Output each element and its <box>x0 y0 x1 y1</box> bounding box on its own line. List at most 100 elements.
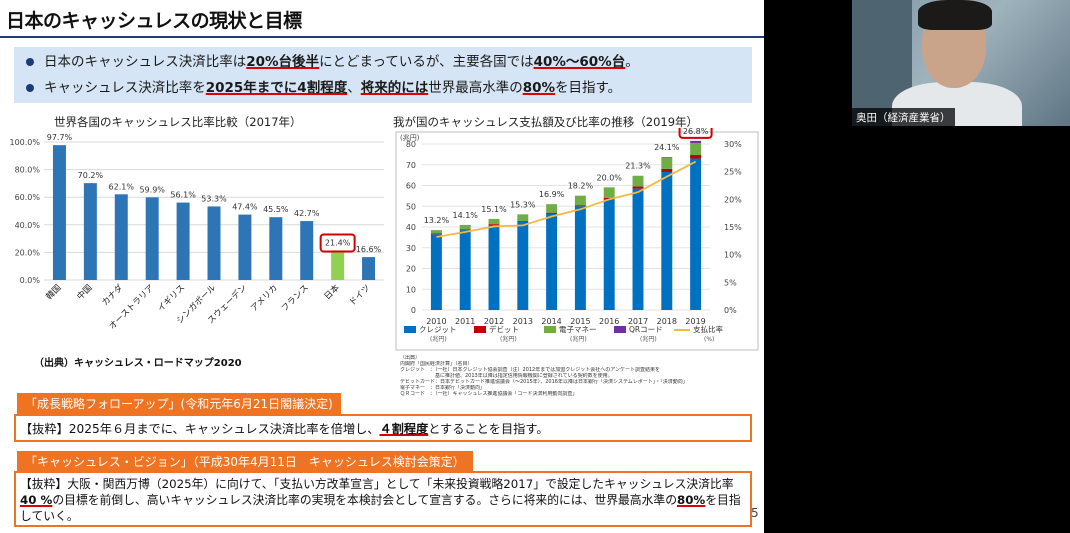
bar-segment <box>517 220 529 222</box>
x-tick-label: ドイツ <box>348 283 373 308</box>
x-tick-label: 2016 <box>599 317 619 326</box>
bar <box>269 217 283 280</box>
y-tick-label: 0 <box>411 306 416 315</box>
bullet-dot <box>26 58 34 66</box>
bar-segment <box>690 142 702 155</box>
bar-segment <box>488 218 500 225</box>
page-number: 5 <box>751 506 759 520</box>
bar-segment <box>546 213 558 310</box>
quote-text: 【抜粋】大阪・関西万博（2025年）に向けて、「支払い方改革宣言」として「未来投… <box>20 477 734 491</box>
bar-segment <box>661 172 673 310</box>
bullet-text: 世界最高水準の <box>428 80 523 96</box>
bullet-text: 、 <box>347 80 361 96</box>
bullet-highlight: 20%台後半 <box>246 54 320 70</box>
y-tick-label: 80.0% <box>15 166 41 175</box>
y-tick-label: 40 <box>406 223 416 232</box>
data-label: 47.4% <box>232 203 258 212</box>
bar-segment <box>488 224 500 310</box>
ratio-line <box>436 160 697 238</box>
ratio-label: 13.2% <box>424 216 450 225</box>
source-note-line: 基に推計値、2013年以降は指定信用情報機関に登録されている契約数を使用。 <box>400 373 613 379</box>
quote-highlight: ４割程度 <box>379 422 429 436</box>
source-right: （出典） 内閣府「国民経済計算」（名目） クレジット ：（一社）日本クレジット協会調… <box>400 355 760 397</box>
bar-segment <box>459 224 471 230</box>
x-tick-label: 2014 <box>541 317 561 326</box>
bar-segment <box>430 234 442 310</box>
chart1-title: 世界各国のキャッシュレス比率比較（2017年） <box>54 115 302 129</box>
source-left: （出典）キャッシュレス・ロードマップ2020 <box>34 358 242 369</box>
source-note-line: 電子マネー ：日本銀行「決済動向」 <box>400 385 486 391</box>
y-tick-label: 60.0% <box>15 193 41 202</box>
y2-tick-label: 10% <box>724 251 742 260</box>
x-tick-label: 2018 <box>657 317 677 326</box>
data-label: 62.1% <box>109 182 135 191</box>
y-tick-label: 10 <box>406 285 416 294</box>
quote-cashless-vision: 【抜粋】大阪・関西万博（2025年）に向けて、「支払い方改革宣言」として「未来投… <box>14 471 752 527</box>
data-label: 42.7% <box>294 209 320 218</box>
quote-text: とすることを目指す。 <box>428 422 549 436</box>
bullet-1: 日本のキャッシュレス決済比率は20%台後半にとどまっているが、主要各国では40%… <box>22 50 752 76</box>
ratio-label: 24.1% <box>654 143 680 152</box>
data-label: 97.7% <box>47 133 73 142</box>
x-tick-label: 2011 <box>455 317 475 326</box>
bar-segment <box>632 188 644 310</box>
quote-text: 【抜粋】2025年６月までに、キャッシュレス決済比率を倍増し、 <box>20 422 380 436</box>
bullet-highlight: 2025年までに4割程度 <box>205 80 348 96</box>
bar-segment <box>632 186 644 189</box>
legend-swatch <box>614 326 626 333</box>
ratio-label: 16.9% <box>539 190 565 199</box>
quote-text: の目標を前倒し、高いキャッシュレス決済比率の実現を本検討会として宣言する。さらに… <box>52 493 677 507</box>
y-tick-label: 20.0% <box>15 248 41 257</box>
y2-tick-label: 20% <box>724 195 742 204</box>
bar-segment <box>517 214 529 221</box>
webcam-video[interactable]: 奥田（経済産業省） <box>852 0 1070 126</box>
bar-segment <box>546 204 558 213</box>
y2-tick-label: 15% <box>724 223 742 232</box>
ratio-label: 21.3% <box>625 162 651 171</box>
bar-segment <box>603 187 615 198</box>
bar <box>114 194 128 280</box>
y2-tick-label: 5% <box>724 278 737 287</box>
bar-segment <box>574 206 586 310</box>
x-tick-label: アメリカ <box>249 283 280 314</box>
y2-tick-label: 0% <box>724 306 737 315</box>
source-note-line: （出典） <box>400 355 421 361</box>
ratio-label: 20.0% <box>596 173 622 182</box>
title-rule <box>0 36 764 38</box>
ratio-label: 14.1% <box>452 211 478 220</box>
data-label: 21.4% <box>325 238 351 247</box>
ratio-label: 18.2% <box>568 182 594 191</box>
y-tick-label: 20 <box>406 265 416 274</box>
source-note-line: デビットカード：日本デビットカード推進協議会（〜2015年）、2016年以降は日… <box>400 379 688 385</box>
bar <box>83 183 97 280</box>
source-note-line: ＱＲコード ：（一社）キャッシュレス推進協議会「コード決済利用動向調査」 <box>400 391 578 397</box>
bar <box>207 206 221 280</box>
tag-growth-strategy: 「成長戦略フォローアップ」(令和元年6月21日閣議決定) <box>17 393 341 414</box>
legend-label: QRコード <box>629 325 663 334</box>
y-tick-label: 50 <box>406 202 416 211</box>
x-tick-label: 2010 <box>426 317 446 326</box>
legend-unit: (%) <box>704 336 714 343</box>
bar-segment <box>574 205 586 207</box>
bar-segment <box>661 168 673 173</box>
data-label: 16.6% <box>356 245 382 254</box>
bullet-text: キャッシュレス決済比率を <box>44 80 206 96</box>
chart-japan-trend: 0 10 20 30 40 50 60 70 80 0% 5% 10% 15% 20% 25% 30% (兆円)… <box>395 128 759 351</box>
legend-label: デビット <box>489 324 519 334</box>
x-tick-label: 2012 <box>484 317 504 326</box>
ratio-label: 26.8% <box>683 128 709 136</box>
chart2-title: 我が国のキャッシュレス支払額及び比率の推移（2019年） <box>393 115 699 129</box>
bar-segment <box>690 140 702 143</box>
bar-segment <box>661 157 673 169</box>
slide: 日本のキャッシュレスの現状と目標 日本のキャッシュレス決済比率は20%台後半にと… <box>0 0 764 533</box>
bullet-highlight: 将来的には <box>360 80 429 96</box>
speaker-hair <box>918 0 992 30</box>
legend-swatch <box>474 326 486 333</box>
quote-highlight: 40 % <box>20 493 53 507</box>
bullet-highlight: 80% <box>522 80 556 96</box>
y2-tick-label: 30% <box>724 140 742 149</box>
ratio-label: 15.3% <box>510 200 536 209</box>
chart-country-comparison: 0.0% 20.0% 40.0% 60.0% 80.0% 100.0% 97.7% 韓国 70.… <box>9 133 384 332</box>
bar-segment <box>459 230 471 310</box>
chart-frame <box>395 131 759 351</box>
